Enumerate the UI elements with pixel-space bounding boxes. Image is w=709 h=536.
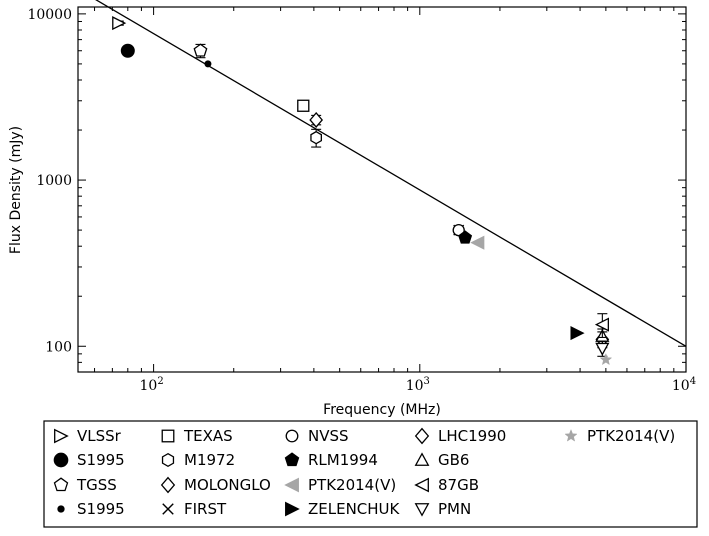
legend-item-ptk2014-v-: PTK2014(V) [284, 476, 396, 494]
legend-marker [53, 452, 69, 468]
legend-label: LHC1990 [438, 427, 506, 445]
legend-marker [284, 477, 299, 493]
legend-item-tgss: TGSS [53, 476, 117, 494]
legend-marker [285, 501, 300, 517]
legend-label: VLSSr [77, 427, 122, 445]
y-tick-label: 10000 [27, 7, 72, 23]
legend-label: TGSS [76, 476, 117, 494]
legend-item-gb6: GB6 [414, 451, 469, 469]
x-axis-label: Frequency (MHz) [323, 402, 441, 418]
legend: VLSSr S1995 TGSS S1995 TEXAS M1972 MOLONGLO FIR… [53, 427, 675, 518]
legend-marker [284, 452, 300, 467]
legend-marker [414, 477, 429, 493]
legend-marker [162, 503, 174, 515]
data-point-s1995-1 [120, 43, 135, 58]
legend-item-lhc1990: LHC1990 [414, 427, 506, 445]
data-point-ptk2014-v--10 [470, 235, 485, 250]
legend-item-molonglo: MOLONGLO [160, 476, 271, 494]
legend-marker [285, 429, 299, 443]
legend-marker [564, 429, 578, 442]
legend-label: GB6 [438, 451, 469, 469]
data-point-texas-4 [297, 99, 310, 112]
data-point-m1972-5 [310, 128, 323, 148]
legend-item-texas: TEXAS [161, 427, 233, 445]
data-point-vlssr-0 [112, 16, 127, 31]
data-point-zelenchuk-11 [570, 326, 585, 341]
legend-item-ptk2014-v-: PTK2014(V) [564, 427, 675, 445]
legend-marker [57, 505, 65, 513]
legend-item-m1972: M1972 [161, 451, 235, 469]
legend-label: ZELENCHUK [308, 500, 401, 518]
y-tick-label: 100 [45, 339, 72, 355]
legend-label: 87GB [438, 476, 479, 494]
y-tick-label: 1000 [36, 173, 72, 189]
legend-item-s1995: S1995 [57, 500, 125, 518]
legend-label: MOLONGLO [184, 476, 271, 494]
legend-marker [414, 503, 430, 517]
data-point-molonglo-6 [309, 111, 324, 128]
data-point-87gb-14 [594, 313, 609, 338]
legend-label: RLM1994 [308, 451, 378, 469]
legend-label: S1995 [77, 500, 125, 518]
legend-label: PTK2014(V) [587, 427, 675, 445]
legend-label: NVSS [308, 427, 349, 445]
legend-marker [414, 452, 430, 466]
y-axis-ticks [78, 13, 686, 373]
x-tick-label: 102 [139, 376, 163, 394]
legend-marker [54, 428, 69, 444]
legend-marker [161, 452, 175, 468]
legend-item-pmn: PMN [414, 500, 471, 518]
x-axis-ticks [94, 7, 687, 372]
data-point-ptk2014-v--16 [599, 353, 613, 366]
legend-label: FIRST [184, 500, 227, 518]
legend-item-87gb: 87GB [414, 476, 479, 494]
legend-item-s1995: S1995 [53, 451, 125, 469]
legend-label: PMN [438, 500, 471, 518]
data-marks [112, 16, 613, 366]
x-tick-label: 104 [672, 376, 696, 394]
data-point-pmn-15 [595, 340, 610, 357]
legend-box [43, 420, 698, 528]
legend-marker [53, 477, 69, 492]
legend-label: PTK2014(V) [308, 476, 396, 494]
legend-item-rlm1994: RLM1994 [284, 451, 378, 469]
power-law-fit-line [95, 0, 687, 347]
legend-marker [161, 429, 175, 443]
legend-marker [160, 476, 176, 494]
data-point-rlm1994-9 [458, 230, 473, 244]
legend-label: M1972 [184, 451, 235, 469]
legend-item-vlssr: VLSSr [54, 427, 122, 445]
legend-item-zelenchuk: ZELENCHUK [285, 500, 401, 518]
plot-area [77, 6, 687, 373]
legend-marker [414, 427, 430, 445]
legend-label: S1995 [77, 451, 125, 469]
legend-item-nvss: NVSS [285, 427, 349, 445]
data-point-s1995-3 [204, 60, 212, 68]
y-axis-label: Flux Density (mJy) [8, 126, 24, 254]
x-tick-label: 103 [406, 376, 430, 394]
legend-label: TEXAS [183, 427, 233, 445]
data-point-tgss-2 [193, 43, 208, 59]
legend-item-first: FIRST [162, 500, 227, 518]
